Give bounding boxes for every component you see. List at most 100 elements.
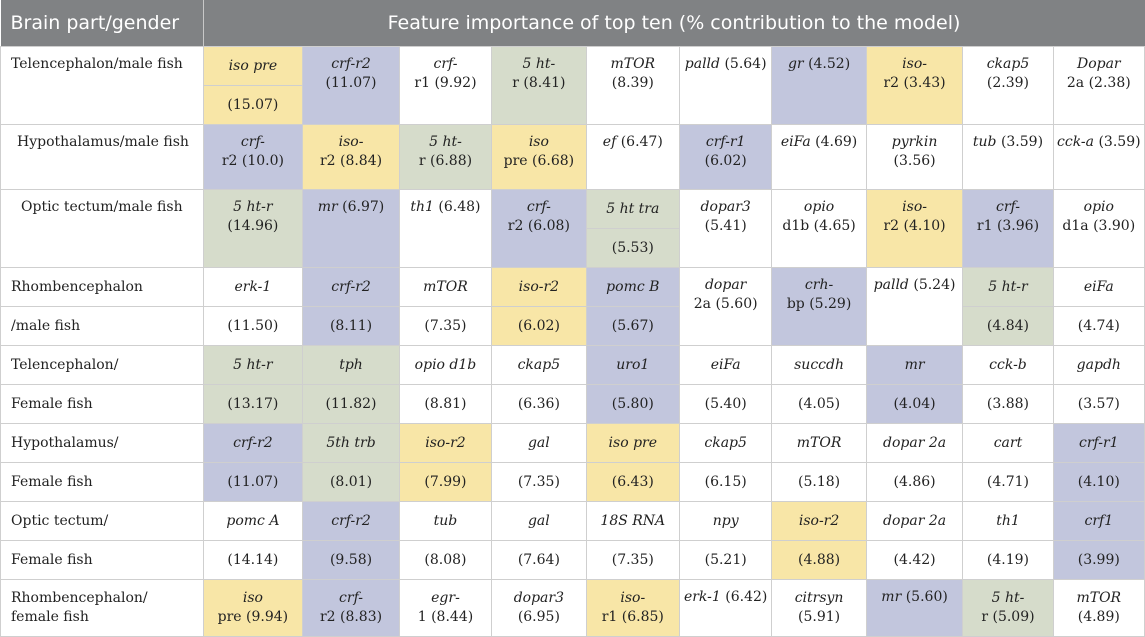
gene-name: 5th trb xyxy=(326,434,376,451)
gene-name: 5 ht tra xyxy=(606,200,660,217)
gene-value: (4.89) xyxy=(1077,609,1120,625)
gene-name: erk-1 xyxy=(234,278,272,295)
gene-name: eiFa xyxy=(1083,278,1114,295)
gene-value-cell: (7.64) xyxy=(491,540,587,580)
gene-value-cell: (11.50) xyxy=(202,306,304,346)
table-row: Rhombencephalon/female fish iso pre (9.94… xyxy=(0,579,1145,637)
gene-cell: iso-r2 xyxy=(771,501,867,541)
gene-value-cell: (4.04) xyxy=(865,384,964,424)
row-label: Female fish xyxy=(0,384,204,424)
gene-value: (5.53) xyxy=(611,239,654,256)
gene-name: dopar3 xyxy=(700,199,751,215)
gene-name: iso- xyxy=(902,199,927,215)
gene-value: (3.59) xyxy=(1098,134,1141,150)
gene-cell: 5 ht-r xyxy=(962,267,1054,307)
row-label: Hypothalamus/ xyxy=(0,423,204,463)
gene-value-cell: (5.53) xyxy=(585,228,681,268)
gene-value: r1 (3.96) xyxy=(976,218,1040,234)
row-label-line2: female fish xyxy=(11,609,89,625)
gene-name: mr xyxy=(317,199,338,215)
gene-name: crf1 xyxy=(1084,512,1114,529)
gene-cell: crf-r2 (8.83) xyxy=(302,579,400,637)
gene-value-cell: (8.01) xyxy=(302,462,400,502)
gene-name: mTOR xyxy=(423,278,468,295)
table-row: Telencephalon/ 5 ht-r tph opio d1b ckap5… xyxy=(0,345,1145,385)
gene-name: iso pre xyxy=(608,434,658,451)
gene-cell: dopar 2a xyxy=(865,501,964,541)
gene-name: eiFa xyxy=(780,134,811,150)
gene-value: (5.24) xyxy=(913,277,956,293)
gene-name: crf- xyxy=(433,56,458,72)
gene-value-cell: (5.67) xyxy=(585,306,681,346)
gene-cell: crf-r2 xyxy=(302,501,400,541)
gene-cell: gapdh xyxy=(1052,345,1145,385)
gene-name: mr xyxy=(904,356,925,373)
gene-name: mTOR xyxy=(796,434,842,451)
gene-name: iso-r2 xyxy=(425,434,466,451)
gene-value-cell: (9.58) xyxy=(302,540,400,580)
gene-value: 2a (5.60) xyxy=(693,296,758,312)
gene-value-cell: (4.19) xyxy=(962,540,1054,580)
gene-name: palld xyxy=(684,56,720,72)
gene-name: iso-r2 xyxy=(518,278,560,295)
table-row: Telencephalon/male fish iso pre crf-r2 (1… xyxy=(0,46,1145,125)
gene-name: cck-a xyxy=(1057,134,1095,150)
gene-name: citrsyn xyxy=(794,590,844,606)
gene-value: (14.96) xyxy=(227,218,279,234)
row-label: Hypothalamus/male fish xyxy=(0,124,204,190)
gene-cell: crf-r1 (9.92) xyxy=(398,46,493,125)
table-row: Female fish (14.14) (9.58) (8.08) (7.64)… xyxy=(0,540,1145,580)
gene-cell: tub xyxy=(398,501,493,541)
table-row: Female fish (11.07) (8.01) (7.99) (7.35)… xyxy=(0,462,1145,502)
gene-cell: mTOR xyxy=(398,267,493,307)
gene-name: iso xyxy=(528,134,549,150)
header-feature-importance: Feature importance of top ten (% contrib… xyxy=(203,0,1145,47)
gene-cell: gal xyxy=(491,423,587,463)
gene-cell: crf1 xyxy=(1052,501,1145,541)
gene-cell: crf-r2 (11.07) xyxy=(302,46,400,125)
gene-value-cell: (8.08) xyxy=(398,540,493,580)
table-row: /male fish (11.50) (8.11) (7.35) (6.02) … xyxy=(0,306,1145,346)
table-row: Hypothalamus/ crf-r2 5th trb iso-r2 gal … xyxy=(0,423,1145,463)
gene-name: iso xyxy=(242,590,263,606)
gene-name: ckap5 xyxy=(517,356,561,373)
gene-value-cell: (7.35) xyxy=(398,306,493,346)
gene-value: (8.39) xyxy=(611,75,654,91)
gene-name: crf-r2 xyxy=(331,512,371,529)
gene-name: 5 ht- xyxy=(991,590,1025,606)
gene-name: th1 xyxy=(996,512,1020,529)
gene-name: crh- xyxy=(804,277,834,293)
gene-name: tub xyxy=(433,512,458,529)
gene-name: crf- xyxy=(995,199,1020,215)
gene-value-cell: (15.07) xyxy=(202,85,304,125)
gene-value-cell: (4.84) xyxy=(962,306,1054,346)
gene-cell: dopar 2a xyxy=(865,423,964,463)
gene-cell: mr (6.97) xyxy=(302,189,400,268)
gene-value: r2 (6.08) xyxy=(507,218,570,234)
header-row: Brain part/gender Feature importance of … xyxy=(0,0,1145,47)
gene-value-cell: (5.40) xyxy=(678,384,773,424)
gene-cell: iso-r2 (4.10) xyxy=(865,189,964,268)
gene-name: dopar 2a xyxy=(883,512,947,529)
gene-cell: crf-r1 (3.96) xyxy=(962,189,1054,268)
gene-value: d1a (3.90) xyxy=(1062,218,1136,234)
gene-name: 5 ht-r xyxy=(233,356,273,373)
gene-value-cell: (13.17) xyxy=(202,384,304,424)
gene-cell: pomc B xyxy=(585,267,681,307)
gene-value-cell: (11.82) xyxy=(302,384,400,424)
gene-name: gapdh xyxy=(1076,356,1121,373)
gene-cell: mr (5.60) xyxy=(865,579,964,637)
gene-name: crf- xyxy=(240,134,265,150)
gene-value: r (8.41) xyxy=(512,75,566,91)
gene-cell: 5 ht tra xyxy=(585,189,681,229)
gene-value: (6.47) xyxy=(620,134,663,150)
row-label: Female fish xyxy=(0,462,204,502)
gene-value: (2.39) xyxy=(986,75,1030,91)
gene-cell: crf-r1 (6.02) xyxy=(678,124,773,190)
gene-cell: erk-1 xyxy=(202,267,304,307)
gene-value-cell: (4.71) xyxy=(962,462,1054,502)
gene-cell: eiFa (4.69) xyxy=(771,124,867,190)
gene-name: erk-1 xyxy=(683,589,721,605)
gene-value: 1 (8.44) xyxy=(417,609,474,625)
gene-name: tub xyxy=(972,134,997,150)
